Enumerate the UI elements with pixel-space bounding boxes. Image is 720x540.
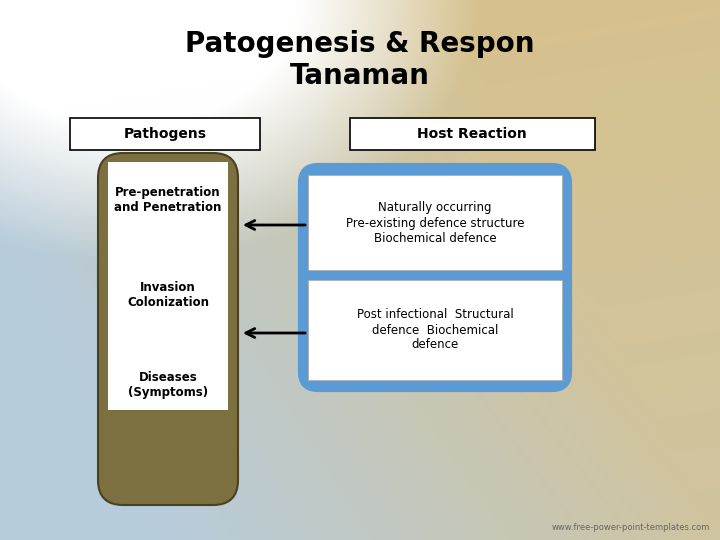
FancyBboxPatch shape <box>70 118 260 150</box>
Text: Host Reaction: Host Reaction <box>417 127 527 141</box>
FancyBboxPatch shape <box>308 280 562 380</box>
Text: Naturally occurring
Pre-existing defence structure
Biochemical defence: Naturally occurring Pre-existing defence… <box>346 201 524 245</box>
Text: Diseases
(Symptoms): Diseases (Symptoms) <box>128 371 208 399</box>
FancyBboxPatch shape <box>300 165 570 390</box>
FancyBboxPatch shape <box>98 153 238 505</box>
FancyBboxPatch shape <box>308 175 562 270</box>
FancyBboxPatch shape <box>350 118 595 150</box>
Text: Pathogens: Pathogens <box>124 127 207 141</box>
Text: www.free-power-point-templates.com: www.free-power-point-templates.com <box>552 523 710 532</box>
Text: Post infectional  Structural
defence  Biochemical
defence: Post infectional Structural defence Bioc… <box>356 308 513 352</box>
FancyBboxPatch shape <box>108 162 228 410</box>
Text: Pre-penetration
and Penetration: Pre-penetration and Penetration <box>114 186 222 214</box>
Text: Invasion
Colonization: Invasion Colonization <box>127 281 209 309</box>
Text: Patogenesis & Respon
Tanaman: Patogenesis & Respon Tanaman <box>185 30 535 90</box>
